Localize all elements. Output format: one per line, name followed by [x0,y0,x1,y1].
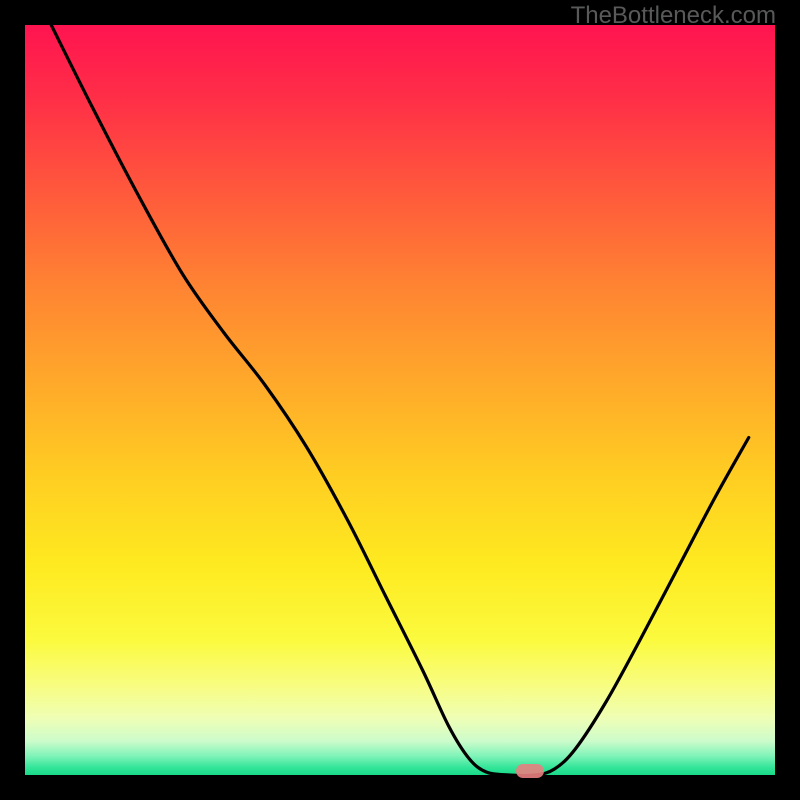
bottleneck-curve [51,25,749,775]
optimal-point-marker [516,764,544,778]
curve-layer [25,25,775,775]
plot-area [25,25,775,775]
chart-root: TheBottleneck.com [0,0,800,800]
watermark-text: TheBottleneck.com [571,2,776,30]
